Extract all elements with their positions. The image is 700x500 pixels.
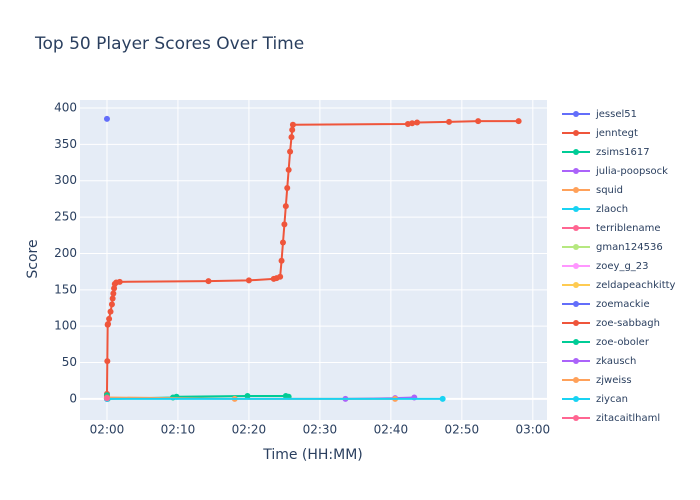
legend-label: zlaoch — [596, 204, 628, 215]
point — [439, 395, 446, 402]
legend-marker — [573, 377, 579, 383]
legend-label: zjweiss — [596, 375, 632, 386]
y-tick-label: 100 — [54, 319, 77, 333]
legend-marker — [573, 301, 579, 307]
legend-marker — [573, 130, 579, 136]
point — [409, 120, 416, 127]
legend-label: ziycan — [596, 394, 628, 405]
y-tick-label: 300 — [54, 173, 77, 187]
legend-label: jenntegt — [595, 128, 638, 139]
legend-label: zoe-sabbagh — [596, 318, 660, 329]
point — [245, 277, 252, 284]
point — [110, 290, 117, 297]
point — [109, 295, 116, 302]
axes: 0 50 100 150 200 250 300 350 400 02:00 02:10 02:20 0… — [54, 101, 550, 437]
legend-marker — [573, 320, 579, 326]
point — [287, 148, 294, 155]
x-tick-label: 02:10 — [161, 423, 196, 437]
legend-label: squid — [596, 185, 623, 196]
point — [103, 395, 110, 402]
legend-marker — [573, 282, 579, 288]
legend-label: zeldapeachkitty — [596, 280, 676, 291]
point — [116, 278, 123, 285]
legend-marker — [573, 339, 579, 345]
grid — [80, 100, 547, 420]
y-tick-label: 0 — [69, 391, 77, 405]
legend-label: zkausch — [596, 356, 636, 367]
point — [104, 358, 111, 365]
point — [103, 115, 110, 122]
traces — [103, 115, 522, 402]
y-tick-label: 350 — [54, 137, 77, 151]
point — [277, 273, 284, 280]
legend-marker — [573, 111, 579, 117]
point — [288, 134, 295, 141]
legend-label: jessel51 — [595, 109, 637, 120]
plot-background — [80, 100, 547, 420]
x-tick-label: 02:50 — [445, 423, 480, 437]
point — [475, 118, 482, 125]
legend-marker — [573, 396, 579, 402]
point — [515, 118, 522, 125]
legend-label: terriblename — [596, 223, 661, 234]
y-tick-label: 400 — [54, 101, 77, 115]
x-axis-title: Time (HH:MM) — [262, 447, 363, 463]
point — [414, 119, 421, 126]
point — [244, 393, 251, 399]
x-tick-label: 02:30 — [303, 423, 338, 437]
x-tick-label: 02:00 — [90, 423, 125, 437]
point — [446, 118, 453, 125]
y-tick-label: 50 — [62, 355, 77, 369]
y-axis-title: Score — [25, 239, 41, 278]
x-tick-label: 02:40 — [374, 423, 409, 437]
point — [106, 315, 113, 322]
legend-marker — [573, 168, 579, 174]
x-tick-label: 03:00 — [516, 423, 551, 437]
point — [284, 185, 291, 191]
legend-label: zitacaitlhaml — [596, 413, 660, 424]
point — [289, 121, 296, 128]
legend-marker — [573, 244, 579, 250]
legend: jessel51 jenntegt zsims1617 julia-poopsock s… — [562, 109, 676, 424]
legend-marker — [573, 358, 579, 364]
point — [279, 239, 286, 246]
point — [278, 257, 285, 264]
legend-marker — [573, 263, 579, 269]
legend-label: gman124536 — [596, 242, 663, 253]
point — [205, 278, 212, 285]
legend-label: zoey_g_23 — [596, 261, 649, 272]
point — [285, 166, 292, 173]
point — [107, 308, 114, 315]
legend-marker — [573, 415, 579, 421]
point — [281, 221, 288, 228]
chart-title: Top 50 Player Scores Over Time — [34, 34, 304, 54]
x-tick-label: 02:20 — [232, 423, 267, 437]
legend-marker — [573, 149, 579, 155]
legend-label: zoemackie — [596, 299, 650, 310]
legend-label: julia-poopsock — [595, 166, 668, 177]
legend-label: zsims1617 — [596, 147, 650, 158]
point — [282, 203, 289, 210]
point — [105, 321, 112, 327]
point — [108, 301, 115, 308]
y-tick-label: 150 — [54, 282, 77, 296]
y-tick-label: 250 — [54, 210, 77, 224]
legend-marker — [573, 206, 579, 212]
y-tick-label: 200 — [54, 246, 77, 260]
point — [289, 126, 296, 133]
legend-label: zoe-oboler — [596, 337, 650, 348]
legend-marker — [573, 225, 579, 231]
legend-marker — [573, 187, 579, 193]
